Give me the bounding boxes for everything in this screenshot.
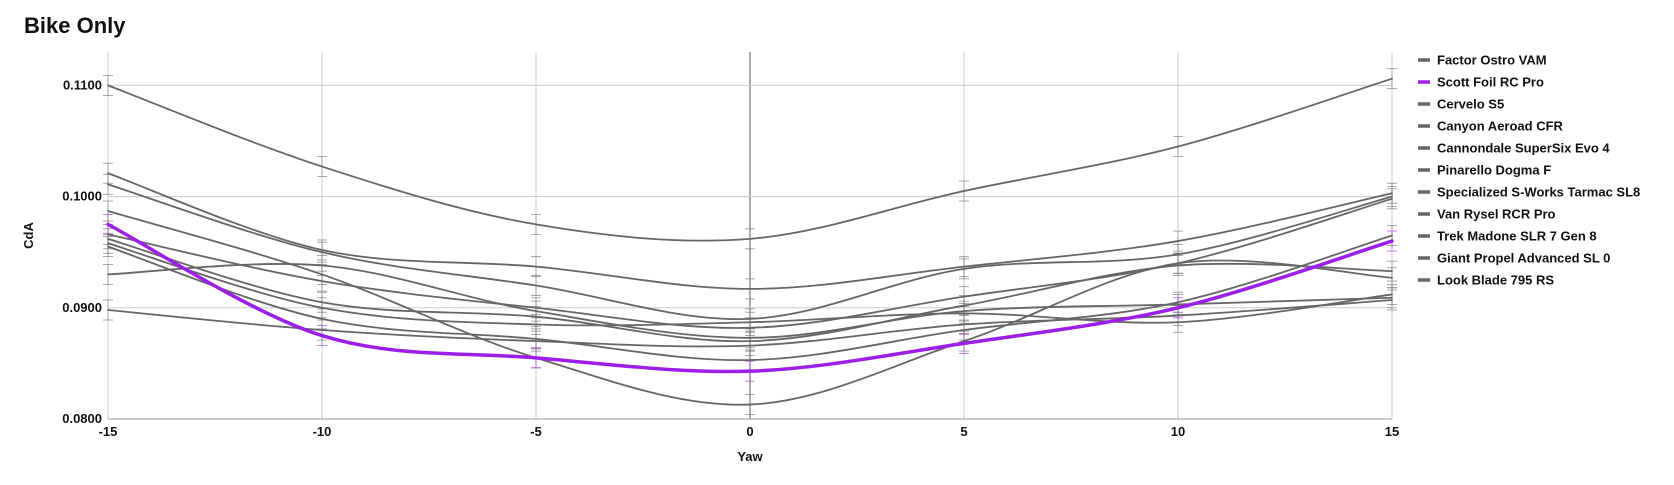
x-axis-label: Yaw	[737, 449, 763, 464]
y-tick-label: 0.0900	[62, 300, 102, 315]
series-line[interactable]	[107, 237, 1393, 343]
series-lines	[106, 77, 1394, 406]
legend-item-label[interactable]: Trek Madone SLR 7 Gen 8	[1437, 229, 1597, 244]
legend-item-label[interactable]: Pinarello Dogma F	[1437, 163, 1551, 178]
legend-item-label[interactable]: Look Blade 795 RS	[1437, 273, 1554, 288]
series-line[interactable]	[107, 234, 1393, 362]
axes: -15 -10 -5 0 5 10 15 0.0800 0.0900 0.1000 0.1100 Ya…	[21, 77, 1399, 464]
series-line[interactable]	[107, 197, 1393, 329]
series-line[interactable]	[107, 172, 1393, 290]
x-tick-label: 0	[746, 424, 753, 439]
legend-item-label[interactable]: Van Rysel RCR Pro	[1437, 207, 1556, 222]
legend[interactable]: Factor Ostro VAM Scott Foil RC Pro Cervelo…	[1418, 53, 1640, 288]
x-tick-label: 10	[1171, 424, 1185, 439]
legend-item-label[interactable]: Cannondale SuperSix Evo 4	[1437, 141, 1610, 156]
y-tick-label: 0.0800	[62, 411, 102, 426]
chart-title: Bike Only	[24, 13, 126, 38]
legend-item-label[interactable]: Factor Ostro VAM	[1437, 53, 1547, 68]
x-tick-label: -15	[99, 424, 118, 439]
series-line[interactable]	[107, 242, 1393, 327]
series-line[interactable]	[107, 263, 1393, 339]
y-tick-label: 0.1100	[63, 77, 102, 92]
x-tick-label: -5	[530, 424, 542, 439]
legend-item-label[interactable]: Giant Propel Advanced SL 0	[1437, 251, 1610, 266]
x-tick-label: 5	[960, 424, 967, 439]
series-line[interactable]	[106, 222, 1394, 374]
legend-item-label[interactable]: Canyon Aeroad CFR	[1437, 119, 1564, 134]
x-tick-label: -10	[313, 424, 332, 439]
legend-item-label[interactable]: Scott Foil RC Pro	[1437, 75, 1544, 90]
series-line[interactable]	[107, 77, 1393, 242]
legend-item-label[interactable]: Cervelo S5	[1437, 97, 1504, 112]
series-line[interactable]	[107, 299, 1393, 348]
y-tick-label: 0.1000	[62, 189, 102, 204]
x-tick-label: 15	[1385, 424, 1399, 439]
y-axis-label: CdA	[21, 222, 36, 249]
series-line[interactable]	[107, 183, 1393, 321]
legend-item-label[interactable]: Specialized S-Works Tarmac SL8	[1437, 185, 1640, 200]
